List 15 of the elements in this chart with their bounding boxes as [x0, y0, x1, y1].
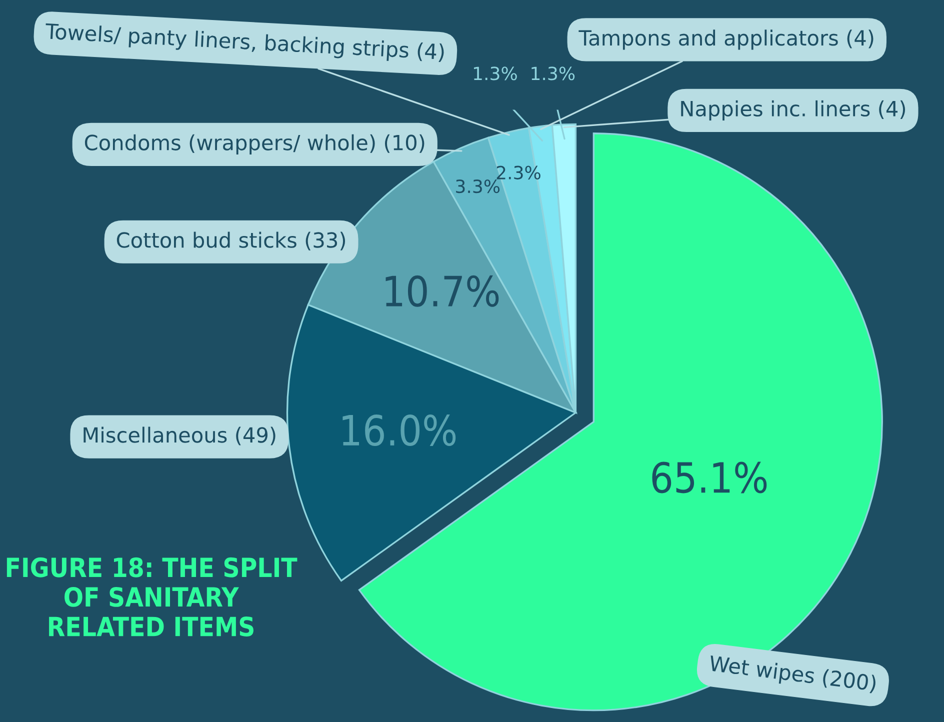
data-label: 1.3% [532, 66, 575, 80]
slice-label: Condoms (wrappers/ whole) (10) [84, 134, 424, 154]
text: FIGURE 18: THE SPLIT OF SANITARY RELATED ITEMS [6, 557, 298, 636]
data-label: 16.0% [342, 414, 456, 446]
data-label: 10.7% [386, 275, 499, 307]
data-label: 1.3% [474, 66, 517, 80]
slice-label: Nappies inc. liners (4) [681, 100, 906, 121]
slice-label: Cotton bud sticks (33) [116, 232, 346, 250]
data-label: 65.1% [652, 462, 767, 494]
data-label: 2.3% [496, 166, 540, 180]
slice-label: Wet wipes (200) [708, 654, 876, 696]
slice-label: Tampons and applicators (4) [578, 30, 874, 50]
data-label: 3.3% [456, 179, 500, 194]
slice-label: Towels/ panty liners, backing strips (4) [44, 22, 444, 64]
slice-label: Miscellaneous (49) [84, 426, 276, 446]
